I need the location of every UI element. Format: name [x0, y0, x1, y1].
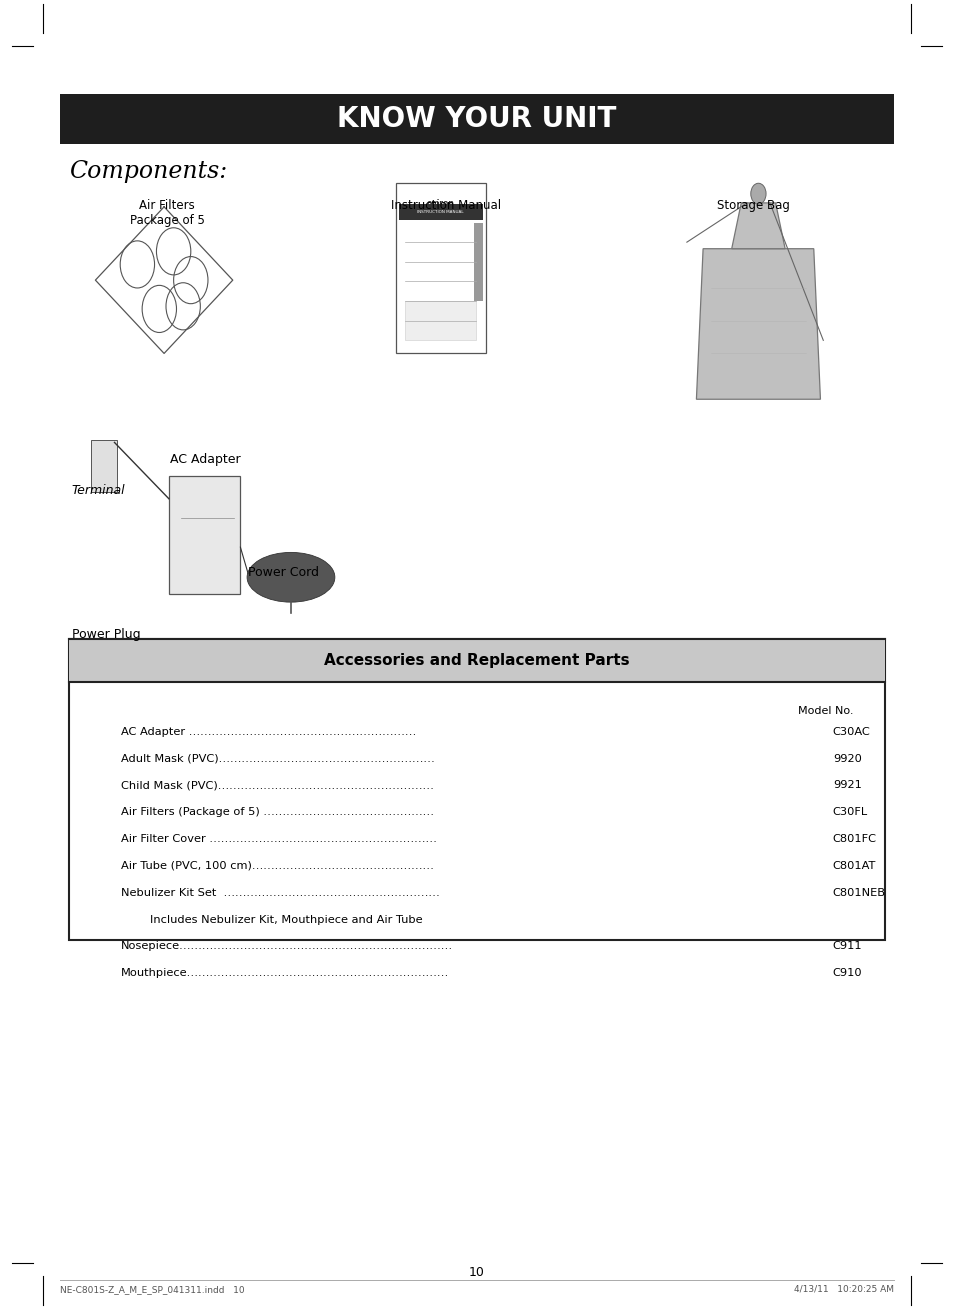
Bar: [91, 440, 117, 492]
Text: C801NEB: C801NEB: [832, 888, 885, 898]
Text: Model No.: Model No.: [798, 706, 853, 716]
Ellipse shape: [247, 552, 335, 602]
Bar: [405, 301, 476, 340]
Text: C30FL: C30FL: [832, 808, 867, 817]
Bar: [474, 223, 482, 301]
Text: Adult Mask (PVC)…………………………………………………: Adult Mask (PVC)…………………………………………………: [121, 754, 435, 763]
Text: NE-C801S-Z_A_M_E_SP_041311.indd   10: NE-C801S-Z_A_M_E_SP_041311.indd 10: [60, 1285, 245, 1293]
Text: Child Mask (PVC)…………………………………………………: Child Mask (PVC)…………………………………………………: [121, 780, 434, 791]
Text: 4/13/11   10:20:25 AM: 4/13/11 10:20:25 AM: [793, 1285, 893, 1293]
Text: Air Filters (Package of 5) ………………………………………: Air Filters (Package of 5) ……………………………………: [121, 808, 434, 817]
Polygon shape: [696, 249, 820, 399]
Polygon shape: [731, 203, 784, 249]
Text: Instruction Manual: Instruction Manual: [391, 199, 501, 212]
Text: Terminal: Terminal: [71, 484, 125, 497]
Bar: [69, 639, 884, 682]
Text: C911: C911: [832, 941, 862, 952]
Bar: [398, 204, 482, 220]
Bar: [395, 183, 485, 353]
Text: AC Adapter ……………………………………………………: AC Adapter ……………………………………………………: [121, 726, 416, 737]
Bar: [169, 476, 240, 594]
Text: Nebulizer Kit Set  …………………………………………………: Nebulizer Kit Set …………………………………………………: [121, 888, 439, 898]
Text: C801FC: C801FC: [832, 834, 876, 844]
Text: Air Tube (PVC, 100 cm)…………………………………………: Air Tube (PVC, 100 cm)…………………………………………: [121, 861, 434, 870]
Text: Air Filters
Package of 5: Air Filters Package of 5: [130, 199, 204, 226]
Text: Components:: Components:: [69, 160, 227, 183]
Text: Power Plug: Power Plug: [71, 628, 140, 641]
Bar: [69, 639, 884, 940]
Bar: [60, 94, 893, 144]
Text: C910: C910: [832, 969, 862, 978]
Text: Nosepiece………………………………………………………………: Nosepiece………………………………………………………………: [121, 941, 453, 952]
Text: INSTRUCTION MANUAL: INSTRUCTION MANUAL: [417, 209, 463, 215]
Text: KNOW YOUR UNIT: KNOW YOUR UNIT: [337, 105, 616, 134]
Text: omron: omron: [426, 199, 455, 208]
Text: Power Cord: Power Cord: [248, 565, 318, 579]
Text: AC Adapter: AC Adapter: [170, 453, 240, 466]
Text: Accessories and Replacement Parts: Accessories and Replacement Parts: [324, 653, 629, 668]
Text: Air Filter Cover ……………………………………………………: Air Filter Cover ……………………………………………………: [121, 834, 436, 844]
Text: Includes Nebulizer Kit, Mouthpiece and Air Tube: Includes Nebulizer Kit, Mouthpiece and A…: [121, 915, 422, 924]
Text: C801AT: C801AT: [832, 861, 875, 870]
Text: 9921: 9921: [832, 780, 861, 791]
Text: Storage Bag: Storage Bag: [717, 199, 789, 212]
Text: Mouthpiece……………………………………………………………: Mouthpiece……………………………………………………………: [121, 969, 449, 978]
Text: 9920: 9920: [832, 754, 861, 763]
Circle shape: [750, 183, 765, 204]
Text: C30AC: C30AC: [832, 726, 870, 737]
Text: 10: 10: [469, 1266, 484, 1279]
